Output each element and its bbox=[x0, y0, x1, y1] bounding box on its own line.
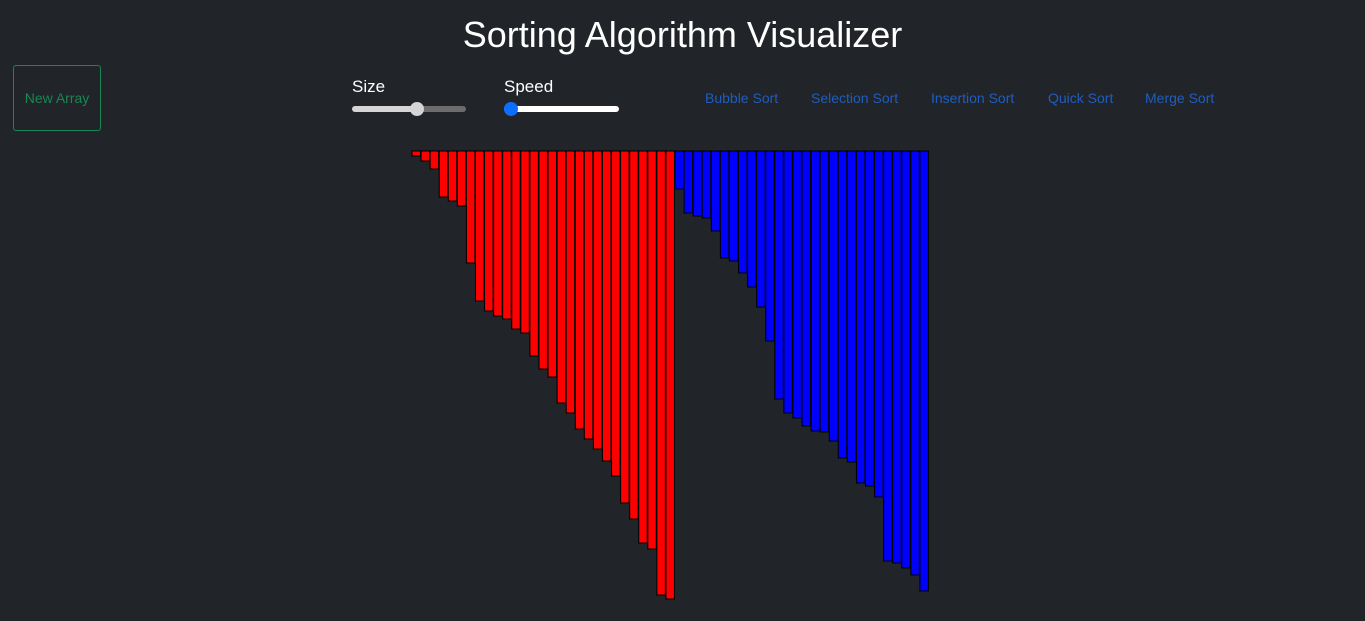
selection-sort-link[interactable]: Selection Sort bbox=[811, 90, 899, 106]
array-bar bbox=[865, 150, 875, 487]
array-bar bbox=[728, 150, 739, 262]
array-bar bbox=[810, 150, 821, 432]
array-bar bbox=[910, 150, 920, 576]
array-bar bbox=[547, 150, 558, 378]
speed-slider[interactable] bbox=[504, 101, 619, 117]
array-bar bbox=[701, 150, 712, 219]
insertion-sort-link[interactable]: Insertion Sort bbox=[931, 90, 1015, 106]
array-bar bbox=[756, 150, 766, 308]
array-bar bbox=[474, 150, 485, 302]
array-bar bbox=[592, 150, 603, 450]
array-bar bbox=[493, 150, 503, 317]
array-bar bbox=[892, 150, 902, 564]
array-bar bbox=[919, 150, 929, 592]
array-bar bbox=[792, 150, 802, 419]
array-bar bbox=[765, 150, 775, 342]
page-title: Sorting Algorithm Visualizer bbox=[462, 14, 903, 55]
array-bar bbox=[447, 150, 458, 202]
array-bar bbox=[601, 150, 612, 462]
array-bar bbox=[574, 150, 585, 430]
array-bar bbox=[801, 150, 811, 427]
size-label: Size bbox=[352, 77, 386, 96]
new-array-button[interactable]: New Array bbox=[13, 65, 101, 131]
array-bar bbox=[837, 150, 848, 459]
array-bar bbox=[738, 150, 748, 274]
array-bar bbox=[638, 150, 648, 544]
array-bar bbox=[411, 150, 421, 157]
array-bar bbox=[874, 150, 884, 498]
array-bar bbox=[819, 150, 830, 433]
array-bar bbox=[456, 150, 467, 207]
array-bar bbox=[520, 150, 530, 334]
array-bar bbox=[465, 150, 476, 264]
array-bar bbox=[747, 150, 757, 288]
array-bar bbox=[883, 150, 893, 562]
quick-sort-link[interactable]: Quick Sort bbox=[1048, 90, 1114, 106]
array-bar bbox=[438, 150, 449, 198]
bubble-sort-link[interactable]: Bubble Sort bbox=[705, 90, 779, 106]
array-bar bbox=[828, 150, 839, 442]
speed-slider-thumb[interactable] bbox=[504, 102, 518, 116]
array-bar bbox=[774, 150, 784, 400]
array-bar bbox=[484, 150, 494, 312]
array-bar bbox=[565, 150, 576, 414]
array-bar bbox=[502, 150, 512, 320]
size-slider-thumb[interactable] bbox=[410, 102, 424, 116]
array-bar bbox=[629, 150, 639, 520]
array-bar bbox=[901, 150, 911, 569]
array-bar bbox=[583, 150, 594, 440]
merge-sort-link[interactable]: Merge Sort bbox=[1145, 90, 1215, 106]
array-bar bbox=[656, 150, 666, 596]
array-bar bbox=[846, 150, 857, 463]
array-bar bbox=[665, 150, 675, 600]
speed-label: Speed bbox=[504, 77, 554, 96]
array-bar bbox=[511, 150, 521, 330]
array-bar bbox=[529, 150, 539, 357]
array-bar bbox=[855, 150, 866, 484]
array-bar bbox=[611, 150, 621, 477]
array-bar bbox=[683, 150, 694, 214]
size-slider-track bbox=[352, 106, 466, 112]
array-bar bbox=[719, 150, 730, 259]
speed-slider-track bbox=[504, 106, 619, 112]
array-bar bbox=[674, 150, 685, 190]
array-bar bbox=[692, 150, 703, 217]
array-bar bbox=[783, 150, 793, 414]
array-bar bbox=[429, 150, 440, 170]
array-bar bbox=[556, 150, 567, 404]
array-bar bbox=[620, 150, 630, 504]
array-bar bbox=[710, 150, 721, 232]
size-slider[interactable] bbox=[352, 101, 466, 117]
array-bar bbox=[420, 150, 431, 162]
array-bar bbox=[647, 150, 657, 550]
array-bar bbox=[538, 150, 548, 370]
